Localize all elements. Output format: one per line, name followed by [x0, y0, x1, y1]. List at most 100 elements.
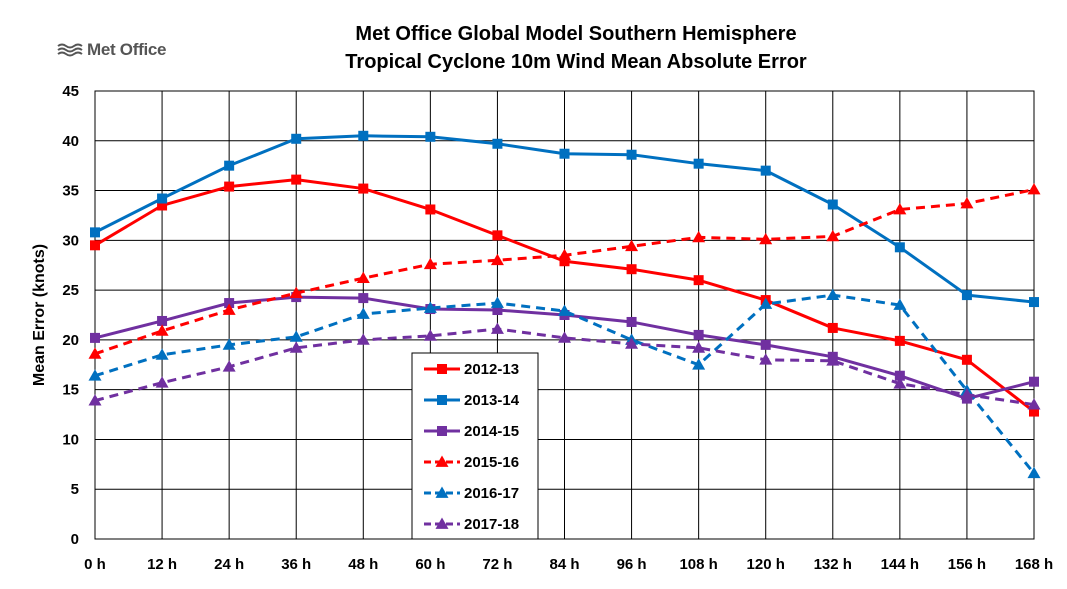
data-point-marker: [88, 369, 102, 381]
data-point-marker: [224, 181, 235, 192]
data-point-marker: [893, 298, 907, 310]
x-tick-label: 60 h: [415, 556, 445, 573]
y-tick-label: 40: [62, 133, 79, 150]
y-tick-label: 25: [62, 282, 79, 299]
x-tick-label: 168 h: [1015, 556, 1053, 573]
y-tick-label: 35: [62, 183, 79, 200]
x-tick-label: 36 h: [281, 556, 311, 573]
legend: 2012-13 2013-14 2014-15 2015-16 2016-17 2017-…: [411, 352, 539, 540]
data-point-marker: [358, 130, 369, 141]
data-point-marker: [423, 301, 437, 313]
y-tick-label: 5: [71, 481, 79, 498]
data-point-marker: [492, 138, 503, 149]
data-point-marker: [224, 298, 235, 309]
x-tick-label: 108 h: [679, 556, 717, 573]
data-point-marker: [155, 376, 169, 388]
data-point-marker: [157, 200, 168, 211]
x-axis-ticks: 0 h 12 h 24 h 36 h 48 h 60 h 72 h 84 h 96 h 108 h…: [84, 556, 1053, 573]
data-point-marker: [626, 264, 637, 275]
data-point-marker: [356, 333, 370, 345]
data-point-marker: [358, 183, 369, 194]
data-point-marker: [88, 394, 102, 406]
data-point-marker: [423, 257, 437, 270]
data-point-marker: [157, 315, 168, 326]
data-point-marker: [155, 348, 169, 360]
data-point-marker: [1029, 297, 1039, 308]
data-point-marker: [157, 193, 168, 204]
data-point-marker: [558, 248, 571, 261]
data-point-marker: [692, 230, 706, 243]
data-point-marker: [826, 288, 840, 300]
legend-item: 2017-18: [424, 516, 519, 533]
y-tick-label: 15: [62, 382, 79, 399]
series-line-2016-17: [94, 293, 1036, 475]
data-point-marker: [893, 377, 907, 389]
data-point-marker: [692, 358, 706, 370]
legend-box: [411, 352, 539, 540]
chart-title-line-1: Met Office Global Model Southern Hemisph…: [355, 23, 796, 45]
met-office-logo: Met Office: [57, 40, 166, 60]
legend-swatch-marker: [435, 517, 449, 529]
x-tick-label: 120 h: [747, 556, 785, 573]
data-point-marker: [492, 305, 503, 316]
data-point-marker: [490, 253, 504, 266]
x-tick-label: 72 h: [482, 556, 512, 573]
x-tick-label: 24 h: [214, 556, 244, 573]
x-tick-label: 12 h: [147, 556, 177, 573]
legend-item: 2013-14: [424, 392, 520, 409]
data-point-marker: [894, 335, 905, 346]
data-point-marker: [960, 388, 974, 400]
x-tick-label: 156 h: [948, 556, 986, 573]
data-point-marker: [559, 148, 570, 159]
data-point-marker: [559, 256, 570, 267]
data-point-marker: [827, 322, 838, 333]
data-point-marker: [693, 329, 704, 340]
data-point-marker: [358, 293, 369, 304]
legend-label: 2012-13: [464, 361, 519, 378]
data-point-marker: [291, 174, 302, 185]
met-office-wave-icon: [57, 43, 83, 57]
data-point-marker: [490, 322, 504, 334]
y-axis-label: Mean Error (knots): [31, 244, 48, 386]
data-point-marker: [893, 202, 907, 215]
series-2012-13: [90, 174, 1039, 417]
legend-label: 2016-17: [464, 485, 519, 502]
data-point-marker: [760, 165, 771, 176]
series-2016-17: [88, 288, 1041, 479]
y-tick-label: 0: [71, 531, 79, 548]
data-point-marker: [558, 304, 571, 316]
legend-item: 2014-15: [424, 423, 519, 440]
data-point-marker: [88, 347, 102, 359]
data-point-marker: [1029, 376, 1039, 387]
data-point-marker: [625, 239, 639, 252]
data-point-marker: [693, 275, 704, 286]
data-point-marker: [961, 290, 972, 301]
data-point-marker: [894, 370, 905, 381]
data-point-marker: [693, 158, 704, 169]
data-point-marker: [423, 329, 437, 341]
data-point-marker: [155, 324, 169, 336]
legend-swatch-marker: [437, 426, 447, 436]
data-point-marker: [692, 341, 706, 353]
legend-item: 2012-13: [424, 361, 519, 378]
data-point-marker: [425, 131, 436, 142]
x-tick-label: 0 h: [84, 556, 106, 573]
data-point-marker: [626, 149, 637, 160]
data-point-marker: [1027, 466, 1041, 479]
data-point-marker: [759, 353, 773, 365]
series-group: [88, 130, 1041, 479]
x-tick-label: 48 h: [348, 556, 378, 573]
y-tick-label: 10: [62, 431, 79, 448]
data-point-marker: [222, 360, 236, 372]
legend-label: 2013-14: [464, 392, 520, 409]
data-point-marker: [961, 354, 972, 365]
data-point-marker: [90, 227, 100, 238]
y-tick-label: 30: [62, 232, 79, 249]
logo-text: Met Office: [87, 40, 167, 59]
data-point-marker: [291, 133, 302, 144]
y-tick-label: 45: [62, 83, 79, 100]
legend-label: 2017-18: [464, 516, 519, 533]
data-point-marker: [222, 338, 236, 350]
data-point-marker: [356, 307, 370, 319]
